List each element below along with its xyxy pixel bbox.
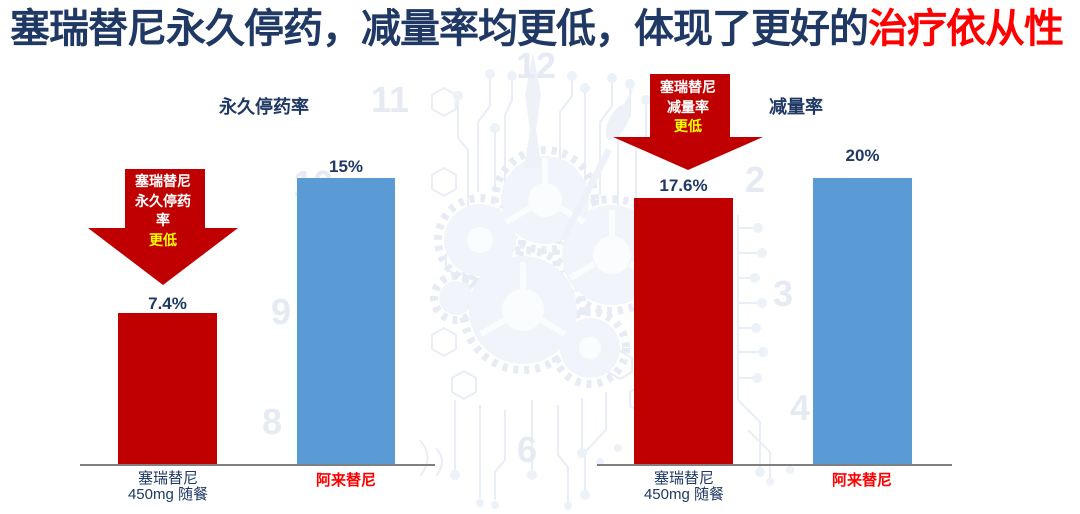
svg-text:11: 11 <box>371 79 409 120</box>
slide-title: 塞瑞替尼永久停药，减量率均更低，体现了更好的治疗依从性 <box>10 6 1076 52</box>
chart1-title: 永久停药率 <box>219 97 309 117</box>
chart2-bar-ceritinib <box>634 198 733 466</box>
chart1-bar1-label: 塞瑞替尼 450mg 随餐 <box>103 471 233 503</box>
category-line: 450mg 随餐 <box>643 486 725 503</box>
chart2-bar2-value: 20% <box>845 146 880 165</box>
chart1-bar1-value: 7.4% <box>148 294 187 313</box>
chart1-down-arrow <box>88 169 238 285</box>
slide-title-highlight: 治疗依从性 <box>868 7 1064 51</box>
chart2-bar-alectinib <box>813 178 912 466</box>
svg-text:3: 3 <box>773 273 793 314</box>
svg-text:9: 9 <box>271 291 291 332</box>
category-line: 450mg 随餐 <box>127 486 209 503</box>
category-line: 塞瑞替尼 <box>137 470 198 487</box>
slide-title-main: 塞瑞替尼永久停药，减量率均更低，体现了更好的 <box>10 7 869 51</box>
chart1-bar2-value: 15% <box>328 157 364 176</box>
category-line: 塞瑞替尼 <box>653 470 714 487</box>
chart1-bar-ceritinib <box>118 313 217 466</box>
chart2-down-arrow <box>613 74 763 170</box>
svg-text:6: 6 <box>517 429 537 470</box>
chart2-x-axis <box>597 464 952 466</box>
gear-cluster <box>430 146 672 388</box>
chart2-bar2-label: 阿来替尼 <box>831 472 892 489</box>
chart2-bar1-label: 塞瑞替尼 450mg 随餐 <box>619 471 749 503</box>
chart1-bar2-label: 阿来替尼 <box>315 472 376 489</box>
svg-text:8: 8 <box>262 401 282 442</box>
chart1-x-axis <box>80 464 435 466</box>
chart2-title: 减量率 <box>769 97 823 117</box>
chart1-bar-alectinib <box>297 178 395 466</box>
chart2-bar1-value: 17.6% <box>659 176 708 195</box>
svg-text:4: 4 <box>790 387 810 428</box>
